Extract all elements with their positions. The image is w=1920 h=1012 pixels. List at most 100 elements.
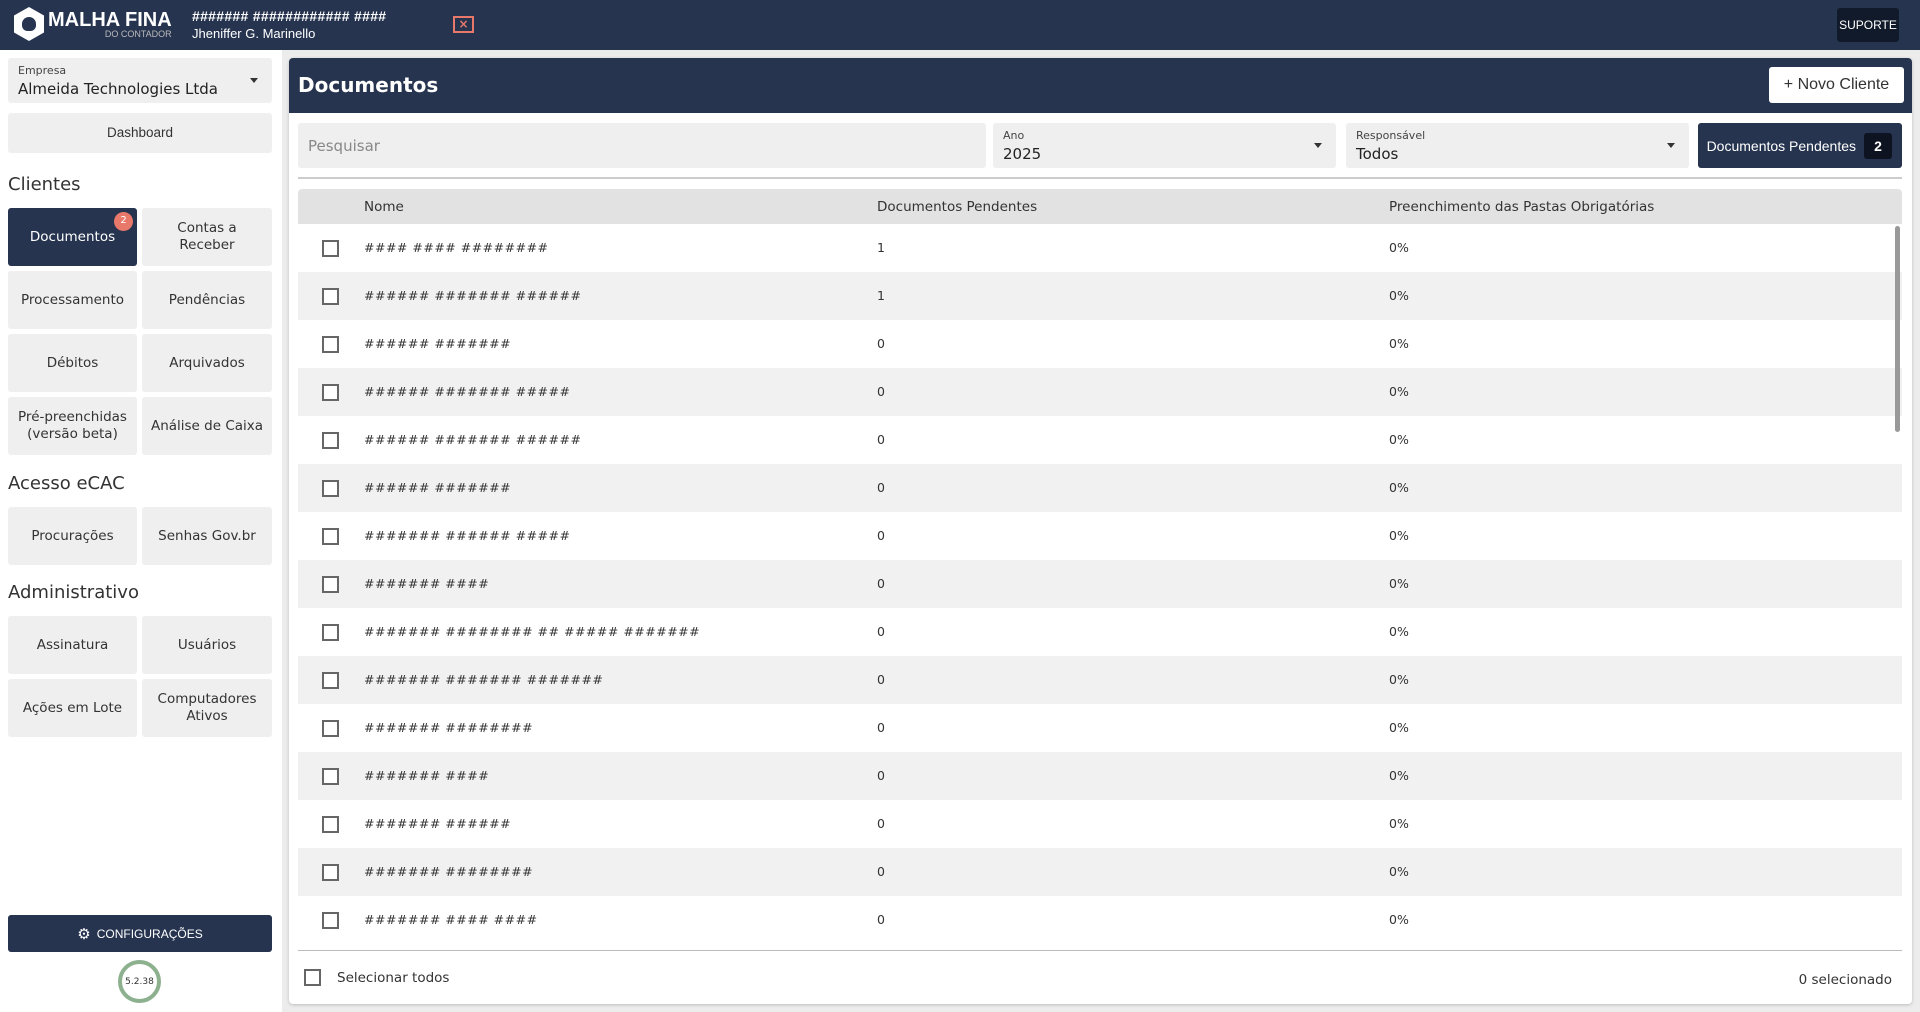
fill-percentage: 0% (1389, 816, 1409, 831)
documents-panel: Documentos + Novo Cliente Ano 2025 Respo… (289, 58, 1912, 1004)
pending-documents: 0 (877, 912, 885, 927)
row-checkbox[interactable] (322, 528, 339, 545)
table-row[interactable]: ####### ######## 0 0% (298, 704, 1902, 752)
row-checkbox[interactable] (322, 576, 339, 593)
fill-percentage: 0% (1389, 624, 1409, 639)
client-name: ####### ###### ##### (364, 528, 571, 543)
select-all[interactable]: Selecionar todos (304, 969, 449, 986)
user-code: ####### ############ #### (192, 8, 387, 24)
fill-percentage: 0% (1389, 288, 1409, 303)
sidebar-item-usuarios[interactable]: Usuários (142, 616, 272, 674)
ano-select[interactable]: Ano 2025 (993, 123, 1336, 168)
client-name: #### #### ######## (364, 240, 549, 255)
new-client-button[interactable]: + Novo Cliente (1769, 67, 1904, 103)
divider (298, 177, 1902, 179)
row-checkbox[interactable] (322, 432, 339, 449)
empresa-label: Empresa (18, 64, 67, 77)
client-name: ###### ####### (364, 480, 512, 495)
table-row[interactable]: ###### ####### ###### 0 0% (298, 416, 1902, 464)
sidebar-item-pendencias[interactable]: Pendências (142, 271, 272, 329)
pending-documents-button[interactable]: Documentos Pendentes 2 (1698, 123, 1902, 168)
settings-label: CONFIGURAÇÕES (96, 926, 203, 941)
column-header-nome[interactable]: Nome (364, 199, 404, 215)
client-name: ####### #### #### (364, 912, 538, 927)
table-row[interactable]: ###### ####### ###### 1 0% (298, 272, 1902, 320)
row-checkbox[interactable] (322, 336, 339, 353)
sidebar-item-senhas-gov[interactable]: Senhas Gov.br (142, 507, 272, 565)
dashboard-button[interactable]: Dashboard (8, 113, 272, 153)
support-button[interactable]: SUPORTE (1837, 8, 1899, 42)
sidebar-item-procuracoes[interactable]: Procurações (8, 507, 137, 565)
fill-percentage: 0% (1389, 912, 1409, 927)
client-name: ###### ####### ##### (364, 384, 571, 399)
row-checkbox[interactable] (322, 912, 339, 929)
pending-documents: 0 (877, 768, 885, 783)
sidebar-item-computadores-ativos[interactable]: Computadores Ativos (142, 679, 272, 737)
client-name: ###### ####### ###### (364, 432, 582, 447)
pending-documents-label: Documentos Pendentes (1706, 137, 1856, 154)
empresa-select[interactable]: Empresa Almeida Technologies Ltda (8, 58, 272, 103)
chevron-down-icon (1314, 143, 1322, 148)
sidebar-item-processamento[interactable]: Processamento (8, 271, 137, 329)
table-row[interactable]: ####### ###### 0 0% (298, 800, 1902, 848)
row-checkbox[interactable] (322, 624, 339, 641)
row-checkbox[interactable] (322, 816, 339, 833)
row-checkbox[interactable] (322, 480, 339, 497)
sidebar-item-debitos[interactable]: Débitos (8, 334, 137, 392)
select-all-checkbox[interactable] (304, 969, 321, 986)
select-all-label: Selecionar todos (337, 969, 450, 986)
table-row[interactable]: ####### #### 0 0% (298, 560, 1902, 608)
sidebar: Empresa Almeida Technologies Ltda Dashbo… (0, 50, 282, 1012)
table-row[interactable]: ###### ####### 0 0% (298, 464, 1902, 512)
sidebar-item-contas-a-receber[interactable]: Contas a Receber (142, 208, 272, 266)
row-checkbox[interactable] (322, 864, 339, 881)
ano-label: Ano (1003, 129, 1025, 142)
pending-documents: 0 (877, 384, 885, 399)
fill-percentage: 0% (1389, 864, 1409, 879)
sidebar-item-pre-preenchidas[interactable]: Pré-preenchidas (versão beta) (8, 397, 137, 455)
column-header-preenchimento[interactable]: Preenchimento das Pastas Obrigatórias (1389, 199, 1655, 215)
table-row[interactable]: ###### ####### 0 0% (298, 320, 1902, 368)
settings-button[interactable]: ⚙ CONFIGURAÇÕES (8, 915, 272, 952)
fill-percentage: 0% (1389, 240, 1409, 255)
table-row[interactable]: ####### ######## ## ##### ####### 0 0% (298, 608, 1902, 656)
logo[interactable]: MALHA FINA DO CONTADOR (14, 7, 184, 41)
sidebar-item-documentos[interactable]: Documentos 2 (8, 208, 137, 266)
sidebar-item-analise-de-caixa[interactable]: Análise de Caixa (142, 397, 272, 455)
table-row[interactable]: ####### ######## 0 0% (298, 848, 1902, 896)
responsavel-select[interactable]: Responsável Todos (1346, 123, 1689, 168)
client-name: ####### ####### ####### (364, 672, 604, 687)
column-header-documentos-pendentes[interactable]: Documentos Pendentes (877, 199, 1038, 215)
row-checkbox[interactable] (322, 384, 339, 401)
sidebar-item-arquivados[interactable]: Arquivados (142, 334, 272, 392)
divider (298, 950, 1902, 951)
row-checkbox[interactable] (322, 720, 339, 737)
table-row[interactable]: #### #### ######## 1 0% (298, 224, 1902, 272)
pending-documents: 0 (877, 480, 885, 495)
table-row[interactable]: ###### ####### ##### 0 0% (298, 368, 1902, 416)
table-row[interactable]: ####### ###### ##### 0 0% (298, 512, 1902, 560)
client-name: ###### ####### ###### (364, 288, 582, 303)
client-name: ####### ######## (364, 864, 534, 879)
notification-badge: 2 (114, 212, 133, 231)
table-row[interactable]: ####### ####### ####### 0 0% (298, 656, 1902, 704)
client-name: ####### ######## ## ##### ####### (364, 624, 701, 639)
close-icon[interactable]: × (453, 16, 474, 33)
table-row[interactable]: ####### #### #### 0 0% (298, 896, 1902, 944)
pending-documents: 1 (877, 288, 885, 303)
section-administrativo: Administrativo (8, 582, 139, 603)
row-checkbox[interactable] (322, 768, 339, 785)
sidebar-item-acoes-em-lote[interactable]: Ações em Lote (8, 679, 137, 737)
row-checkbox[interactable] (322, 672, 339, 689)
row-checkbox[interactable] (322, 288, 339, 305)
pending-documents: 0 (877, 720, 885, 735)
search-input[interactable] (298, 123, 986, 168)
table-body: #### #### ######## 1 0% ###### ####### #… (298, 224, 1902, 946)
pending-documents: 0 (877, 528, 885, 543)
sidebar-item-assinatura[interactable]: Assinatura (8, 616, 137, 674)
row-checkbox[interactable] (322, 240, 339, 257)
scrollbar[interactable] (1895, 226, 1900, 432)
table-row[interactable]: ####### #### 0 0% (298, 752, 1902, 800)
section-clientes: Clientes (8, 174, 81, 195)
fill-percentage: 0% (1389, 432, 1409, 447)
